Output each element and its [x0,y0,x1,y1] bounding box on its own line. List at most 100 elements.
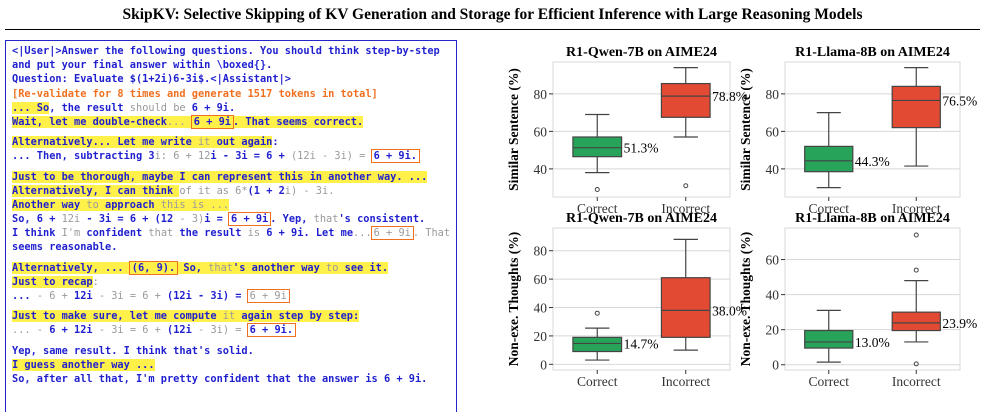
text-span: 6 + 9i. Let me [260,227,354,240]
text-span: <|User|>Answer the following questions. … [12,45,440,57]
outlier [913,361,919,367]
x-tick-label: Correct [577,201,618,216]
box [804,329,854,349]
text-span: I'm [61,227,81,240]
transcript-line: <|User|>Answer the following questions. … [12,44,456,58]
chart-title: R1-Qwen-7B on AIME24 [566,45,717,60]
text-span: (1 + 2 [247,184,285,197]
median-label: 14.7% [624,336,659,351]
text-span: - 3i) = [191,324,248,337]
text-span: Just to recap [12,275,93,288]
text-span: it [222,310,236,323]
text-span: So, 6 + [12,213,62,226]
text-span: i: 6 + 12 [154,150,211,163]
transcript-line: [Re-validate for 8 times and generate 15… [12,87,456,101]
text-span: 12i [74,290,93,302]
chart-title: R1-Llama-8B on AIME24 [795,45,950,60]
text-span: i - 3i = 6 + [210,150,291,163]
text-span: Alternatively... Let me write [12,136,198,149]
y-axis-label: Similar Sentence (%) [506,68,521,191]
boxed-answer: 6 + 9i [246,289,290,303]
text-span: out again [210,136,273,149]
text-span: ... [166,115,192,128]
transcript-line: I think I'm confident that the result is… [12,226,456,241]
transcript-line: Alternatively, ... (6, 9). So, that's an… [12,260,456,275]
transcript-line: Alternatively... Let me write it out aga… [12,135,456,149]
y-tick-label: 40 [534,301,548,316]
boxed-answer: 6 + 9i [190,114,235,129]
transcript-line: ... So, the result should be 6 + 9i. [12,101,456,115]
text-span: of it as 6* [179,184,248,197]
box [660,277,711,338]
y-axis-label: Similar Sentence (%) [738,68,753,191]
x-tick-label: Incorrect [661,201,710,216]
median-label: 78.8% [712,89,747,104]
y-tick-label: 80 [534,244,548,259]
text-span: 12i [74,324,93,337]
text-span: Alternatively, ... [12,261,130,274]
box [804,145,854,173]
outlier [913,267,919,273]
text-span: - 6 + [36,290,75,302]
text-span: seems reasonable. [12,241,118,254]
y-tick-label: 60 [534,124,548,139]
text-span: I think [12,227,62,240]
text-span: and put your final answer within \boxed{… [12,59,273,72]
y-tick-label: 20 [766,323,780,338]
y-tick-label: 80 [766,87,780,102]
text-span: 6 + [49,324,75,337]
text-span: 's another way [233,261,327,274]
transcript-line: Another way to approach this is ... [12,198,456,212]
text-span: (12i [167,324,192,337]
x-tick-label: Incorrect [892,201,941,216]
text-span: . That [412,227,451,240]
median-label: 23.9% [942,316,977,331]
outlier [594,187,600,192]
transcript-line: ... - 6 + 12i - 3i = 6 + (12i - 3i) = 6 … [12,323,456,338]
chart-title: R1-Qwen-7B on AIME24 [566,211,717,226]
x-tick-label: Correct [577,374,618,389]
text-span: i = [204,213,230,226]
text-span: ... - [12,324,50,337]
y-tick-label: 60 [534,272,548,287]
y-tick-label: 40 [766,288,780,303]
transcript-line: Just to be thorough, maybe I can represe… [12,170,456,184]
transcript-line: Alternatively, I can think of it as 6*(1… [12,184,456,198]
x-tick-label: Correct [809,374,850,389]
text-span: [Re-validate for 8 times and generate 15… [12,87,378,100]
text-span: it [197,136,211,149]
transcript-line: So, 6 + 12i - 3i = 6 + (12 - 3)i = 6 + 9… [12,212,456,227]
text-span: approach [98,198,161,211]
median-label: 38.0% [712,303,747,318]
text-span: ... Then, subtracting 3 [12,150,155,163]
y-tick-label: 80 [534,87,548,102]
text-span: to [326,261,339,274]
transcript-line: seems reasonable. [12,240,456,254]
text-span: - 3i = 6 + [92,324,168,337]
text-span: ... [12,290,37,302]
transcript-line: ... - 6 + 12i - 3i = 6 + (12i - 3i) = 6 … [12,289,456,303]
outlier [683,183,689,189]
transcript-line: So, after all that, I'm pretty confident… [12,372,456,386]
text-span: Another way [12,198,87,211]
boxed-answer: 6 + 9i [370,226,414,241]
x-tick-label: Incorrect [892,374,941,389]
boxed-answer: 6 + 9i. [246,323,297,338]
text-span: 6 + 9i. [185,101,236,114]
median-label: 76.5% [942,93,977,108]
text-span: 's consistent. [338,213,426,226]
text-span: - 3i = 6 + (12 [80,213,180,226]
text-span: Yep, same result. I think that's solid. [12,344,254,357]
box [572,136,623,158]
plot-frame [552,61,731,198]
plot-frame [784,61,961,198]
transcript-line: I guess another way ... [12,358,456,372]
text-span: again step by step: [235,310,360,323]
box [891,85,941,129]
transcript-line: ... Then, subtracting 3i: 6 + 12i - 3i =… [12,149,456,164]
text-span: (12i - 3i) = [290,150,372,163]
text-span: confident [80,227,149,240]
y-tick-label: 20 [534,329,548,344]
median-label: 13.0% [855,335,890,350]
